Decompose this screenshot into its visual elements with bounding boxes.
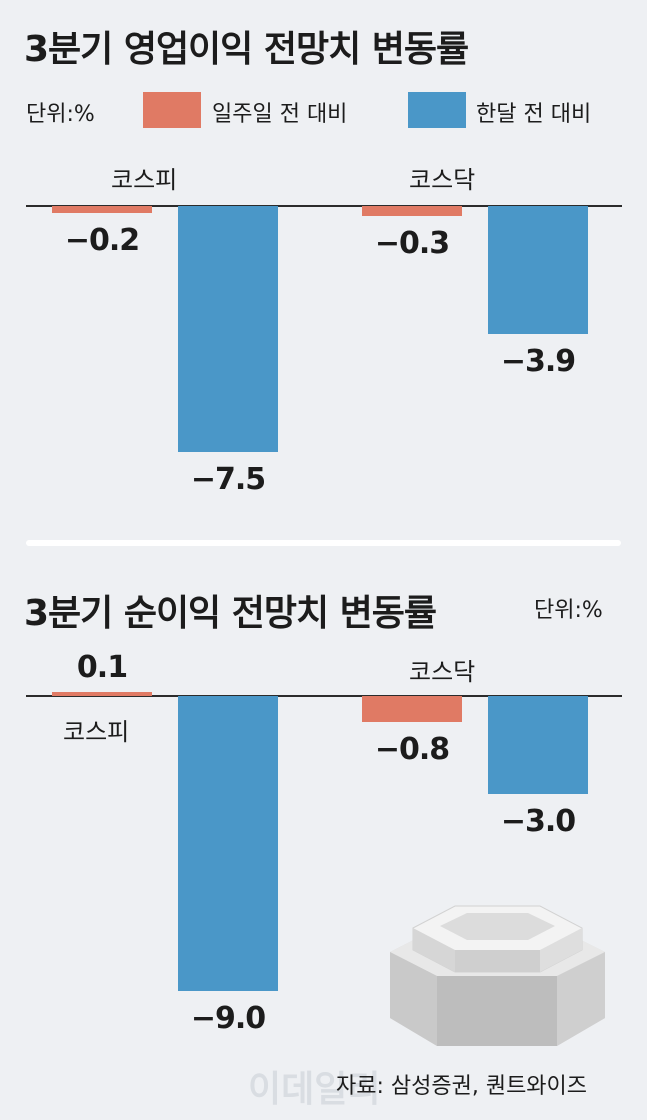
- legend-swatch-week: [143, 92, 201, 128]
- chart1-category-kospi: 코스피: [111, 166, 178, 194]
- chart1-zero-axis: [26, 205, 622, 207]
- legend-swatch-month: [408, 92, 466, 128]
- chart1-bar-week-kosdaq: [362, 206, 462, 216]
- chart2-title: 3분기 순이익 전망치 변동률: [24, 593, 437, 634]
- chart2-unit: 단위:%: [534, 598, 603, 623]
- chart1-value-label-month-kospi: −7.5: [190, 462, 266, 497]
- legend-unit: 단위:%: [26, 102, 95, 127]
- chart2-bar-month-kospi: [178, 696, 278, 992]
- hexagon-stack-illustration: [390, 905, 605, 1046]
- legend-label-week: 일주일 전 대비: [212, 102, 348, 127]
- chart1-value-label-week-kosdaq: −0.3: [374, 225, 450, 261]
- chart2-category-kosdaq: 코스닥: [409, 658, 476, 686]
- legend-label-month: 한달 전 대비: [476, 102, 592, 127]
- chart1-bar-week-kospi: [52, 206, 152, 213]
- chart2-value-label-week-kosdaq: −0.8: [374, 732, 450, 768]
- chart2-category-kospi: 코스피: [63, 718, 130, 746]
- chart1-title: 3분기 영업이익 전망치 변동률: [24, 29, 469, 70]
- chart2-value-label-month-kospi: −9.0: [190, 1001, 266, 1037]
- chart1-bar-month-kosdaq: [488, 206, 588, 334]
- chart2-bar-week-kosdaq: [362, 696, 462, 723]
- watermark-logo: 이데일리: [248, 1069, 381, 1110]
- chart1-category-kosdaq: 코스닥: [409, 166, 476, 194]
- chart2-bar-week-kospi: [52, 692, 152, 696]
- chart1-bar-month-kospi: [178, 206, 278, 452]
- chart2-value-label-week-kospi: 0.1: [76, 650, 128, 685]
- chart1-value-label-week-kospi: −0.2: [64, 222, 140, 258]
- chart2-zero-axis: [26, 695, 622, 697]
- chart1-value-label-month-kosdaq: −3.9: [500, 343, 576, 379]
- source-note: 자료: 삼성증권, 퀀트와이즈: [336, 1074, 588, 1099]
- chart2-bar-month-kosdaq: [488, 696, 588, 795]
- section-divider: [26, 540, 621, 546]
- chart2-value-label-month-kosdaq: −3.0: [500, 804, 576, 840]
